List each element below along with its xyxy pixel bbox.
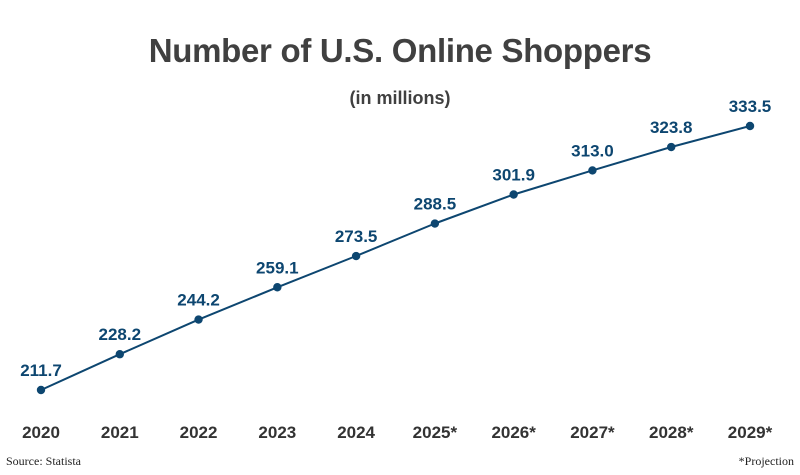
chart-subtitle: (in millions): [349, 88, 451, 108]
data-point: [273, 283, 282, 292]
x-tick-label: 2020: [22, 423, 60, 442]
data-point: [667, 142, 676, 152]
x-tick-label: 2028*: [649, 423, 694, 442]
data-point: [588, 166, 597, 175]
data-point: [194, 315, 203, 324]
data-label: 273.5: [335, 227, 378, 246]
x-tick-label: 2029*: [728, 423, 773, 442]
data-label: 313.0: [571, 141, 614, 160]
data-label: 301.9: [492, 165, 535, 184]
data-point: [36, 385, 46, 395]
data-point: [509, 190, 518, 199]
x-tick-label: 2027*: [570, 423, 615, 442]
data-label: 211.7: [20, 361, 62, 380]
series-line: [40, 125, 751, 391]
projection-note: *Projection: [738, 454, 794, 468]
chart-title: Number of U.S. Online Shoppers: [148, 32, 652, 69]
data-label: 288.5: [414, 195, 457, 214]
data-label: 244.2: [177, 291, 220, 310]
data-point: [351, 251, 361, 261]
x-tick-label: 2022: [180, 423, 218, 442]
data-point: [115, 350, 124, 359]
data-label: 333.5: [729, 97, 772, 116]
x-tick-label: 2026*: [491, 423, 536, 442]
source-note: Source: Statista: [6, 454, 81, 468]
x-tick-label: 2025*: [413, 423, 458, 442]
data-label: 259.1: [256, 258, 299, 277]
x-tick-label: 2021: [101, 423, 139, 442]
data-label: 228.2: [99, 325, 142, 344]
data-point: [745, 121, 755, 131]
data-label: 323.8: [650, 118, 693, 137]
x-tick-label: 2024: [337, 423, 375, 442]
data-point: [430, 219, 440, 228]
x-tick-label: 2023: [258, 423, 296, 442]
